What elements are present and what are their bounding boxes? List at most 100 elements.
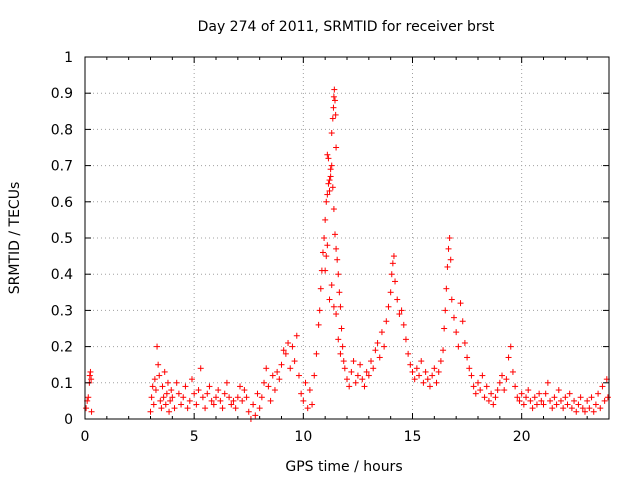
data-point — [405, 350, 412, 357]
data-point — [191, 390, 198, 397]
data-point — [324, 151, 331, 158]
data-point — [445, 245, 452, 252]
data-point — [215, 387, 222, 394]
data-point — [549, 405, 556, 412]
data-point — [322, 267, 329, 274]
data-point — [338, 325, 345, 332]
data-point — [485, 397, 492, 404]
data-point — [564, 401, 571, 408]
data-point — [370, 365, 377, 372]
data-point — [289, 343, 296, 350]
data-point — [155, 361, 162, 368]
data-point — [163, 390, 170, 397]
y-tick-label: 1 — [64, 50, 73, 66]
data-point — [168, 387, 175, 394]
data-point — [409, 368, 416, 375]
data-point — [516, 397, 523, 404]
data-point — [402, 336, 409, 343]
data-point — [313, 350, 320, 357]
data-point — [531, 394, 538, 401]
y-tick-label: 0.6 — [51, 195, 73, 211]
data-point — [333, 311, 340, 318]
data-point — [453, 329, 460, 336]
data-point — [555, 387, 562, 394]
data-point — [494, 387, 501, 394]
data-point — [461, 339, 468, 346]
y-tick-label: 0.1 — [51, 376, 73, 392]
data-point — [180, 394, 187, 401]
data-point — [490, 401, 497, 408]
data-point — [442, 307, 449, 314]
data-point — [193, 401, 200, 408]
data-point — [357, 361, 364, 368]
data-point — [331, 231, 338, 238]
data-point — [263, 365, 270, 372]
y-tick-label: 0.9 — [51, 86, 73, 102]
chart-title: Day 274 of 2011, SRMTID for receiver brs… — [198, 19, 495, 35]
data-point — [568, 405, 575, 412]
y-tick-label: 0 — [64, 412, 73, 428]
data-point — [151, 376, 158, 383]
data-point — [348, 368, 355, 375]
data-point — [352, 379, 359, 386]
data-point — [575, 401, 582, 408]
data-point — [228, 401, 235, 408]
data-point — [333, 245, 340, 252]
data-point — [326, 187, 333, 194]
data-point — [383, 318, 390, 325]
data-point — [581, 408, 588, 415]
x-axis-label: GPS time / hours — [285, 459, 402, 475]
data-point — [206, 383, 213, 390]
data-point — [232, 405, 239, 412]
data-point — [437, 358, 444, 365]
data-point — [538, 397, 545, 404]
data-point — [158, 405, 165, 412]
data-point — [195, 387, 202, 394]
data-point — [186, 397, 193, 404]
data-point — [337, 303, 344, 310]
data-point — [350, 358, 357, 365]
data-point — [331, 97, 338, 104]
data-point — [326, 296, 333, 303]
data-point — [540, 401, 547, 408]
data-point — [447, 256, 454, 263]
data-point — [85, 394, 92, 401]
data-point — [429, 372, 436, 379]
data-point — [330, 206, 337, 213]
data-point — [159, 383, 166, 390]
data-point — [333, 144, 340, 151]
data-point — [269, 372, 276, 379]
data-point — [317, 285, 324, 292]
data-point — [202, 405, 209, 412]
data-point — [88, 376, 95, 383]
data-point — [204, 390, 211, 397]
x-tick-label: 5 — [190, 429, 199, 445]
data-point — [326, 177, 333, 184]
data-point — [339, 343, 346, 350]
data-point — [448, 296, 455, 303]
data-point — [389, 260, 396, 267]
data-point — [330, 104, 337, 111]
data-point — [424, 376, 431, 383]
data-point — [306, 387, 313, 394]
data-point — [340, 358, 347, 365]
data-point — [321, 235, 328, 241]
data-point — [394, 296, 401, 303]
data-point — [329, 184, 336, 191]
data-point — [346, 383, 353, 390]
data-point — [420, 379, 427, 386]
data-point — [573, 408, 580, 415]
data-point — [441, 325, 448, 332]
data-point — [276, 376, 283, 383]
data-point — [252, 412, 259, 419]
data-point — [219, 405, 226, 412]
data-point — [604, 394, 611, 401]
data-point — [319, 249, 326, 256]
data-point — [217, 397, 224, 404]
data-point — [450, 314, 457, 321]
data-point — [592, 401, 599, 408]
data-point — [323, 253, 330, 260]
data-point — [324, 191, 331, 198]
data-point — [435, 368, 442, 375]
data-point — [322, 216, 329, 223]
